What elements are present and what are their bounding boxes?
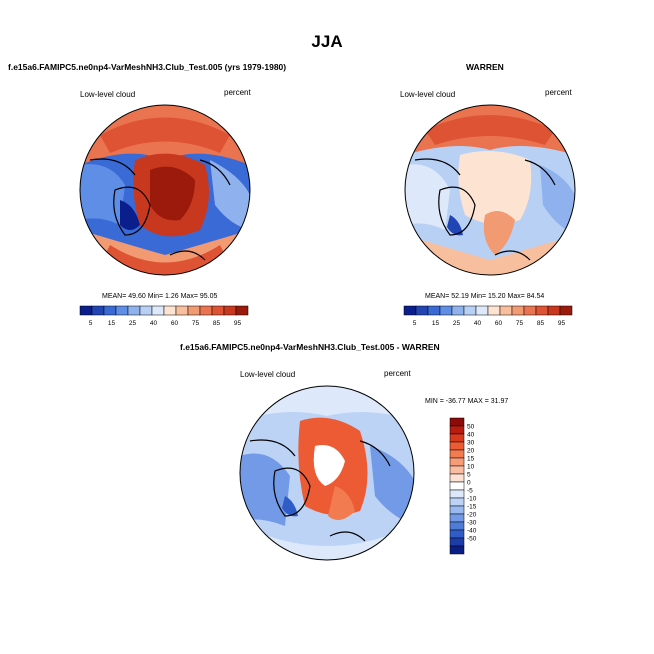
colorbar-tick-label: -20 bbox=[467, 512, 477, 519]
colorbar-swatch bbox=[163, 305, 177, 316]
test-polar-map bbox=[79, 104, 251, 276]
colorbar-tick-label: 85 bbox=[537, 320, 545, 327]
colorbar-tick-label: 75 bbox=[516, 320, 524, 327]
colorbar-swatch bbox=[449, 497, 465, 507]
colorbar-tick-label: 10 bbox=[467, 464, 475, 471]
colorbar-tick-label: 0 bbox=[467, 480, 471, 487]
colorbar-swatch bbox=[79, 305, 93, 316]
colorbar-swatch bbox=[449, 529, 465, 539]
colorbar-tick-label: -30 bbox=[467, 520, 477, 527]
colorbar-swatch bbox=[449, 433, 465, 443]
colorbar-tick-label: 95 bbox=[558, 320, 566, 327]
colorbar-swatch bbox=[535, 305, 549, 316]
colorbar-swatch bbox=[449, 505, 465, 515]
colorbar-swatch bbox=[449, 449, 465, 459]
colorbar-swatch bbox=[449, 513, 465, 523]
colorbar-swatch bbox=[475, 305, 489, 316]
colorbar-swatch bbox=[449, 425, 465, 435]
colorbar-swatch bbox=[463, 305, 477, 316]
colorbar-tick-label: 95 bbox=[234, 320, 242, 327]
page-title: JJA bbox=[311, 32, 343, 51]
colorbar-swatch bbox=[415, 305, 429, 316]
colorbar-swatch bbox=[403, 305, 417, 316]
colorbar-tick-label: 15 bbox=[467, 456, 475, 463]
colorbar-tick-label: 75 bbox=[192, 320, 200, 327]
colorbar-tick-label: -5 bbox=[467, 488, 473, 495]
colorbar-swatch bbox=[187, 305, 201, 316]
obs-variable-label: Low-level cloud bbox=[400, 90, 456, 99]
test-units-label: percent bbox=[224, 88, 251, 97]
colorbar-tick-label: -40 bbox=[467, 528, 477, 535]
colorbar-tick-label: 60 bbox=[171, 320, 179, 327]
colorbar-swatch bbox=[499, 305, 513, 316]
test-panel-title: f.e15a6.FAMIPC5.ne0np4-VarMeshNH3.Club_T… bbox=[8, 62, 287, 72]
colorbar-swatch bbox=[449, 545, 465, 555]
colorbar-swatch bbox=[151, 305, 165, 316]
colorbar-swatch bbox=[439, 305, 453, 316]
colorbar-tick-label: 5 bbox=[89, 320, 93, 327]
colorbar-swatch bbox=[449, 481, 465, 491]
colorbar-swatch bbox=[127, 305, 141, 316]
colorbar-tick-label: 20 bbox=[467, 448, 475, 455]
colorbar-tick-label: 15 bbox=[432, 320, 440, 327]
colorbar-tick-label: 5 bbox=[467, 472, 471, 479]
diff-minmax: MIN = -36.77 MAX = 31.97 bbox=[425, 398, 509, 405]
obs-units-label: percent bbox=[545, 88, 572, 97]
diff-units-label: percent bbox=[384, 369, 411, 378]
colorbar-tick-label: -15 bbox=[467, 504, 477, 511]
colorbar-swatch bbox=[449, 441, 465, 451]
obs-stats: MEAN= 52.19 Min= 15.20 Max= 84.54 bbox=[425, 293, 545, 300]
colorbar-swatch bbox=[223, 305, 237, 316]
colorbar-swatch bbox=[451, 305, 465, 316]
colorbar-tick-label: 15 bbox=[108, 320, 116, 327]
diff-variable-label: Low-level cloud bbox=[240, 370, 296, 379]
colorbar-swatch bbox=[235, 305, 249, 316]
colorbar-swatch bbox=[511, 305, 525, 316]
colorbar-tick-label: 50 bbox=[467, 424, 475, 431]
colorbar-swatch bbox=[103, 305, 117, 316]
colorbar-swatch bbox=[547, 305, 561, 316]
colorbar-swatch bbox=[559, 305, 573, 316]
colorbar-swatch bbox=[449, 457, 465, 467]
colorbar-swatch bbox=[211, 305, 225, 316]
colorbar-swatch bbox=[449, 465, 465, 475]
colorbar-swatch bbox=[449, 521, 465, 531]
colorbar-swatch bbox=[139, 305, 153, 316]
colorbar-swatch bbox=[523, 305, 537, 316]
colorbar-tick-label: 85 bbox=[213, 320, 221, 327]
obs-colorbar: 5 15 25 40 60 75 85 95 bbox=[403, 305, 573, 327]
colorbar-tick-label: 5 bbox=[413, 320, 417, 327]
obs-polar-map bbox=[404, 104, 576, 276]
colorbar-tick-label: 40 bbox=[467, 432, 475, 439]
colorbar-tick-label: 25 bbox=[129, 320, 137, 327]
colorbar-swatch bbox=[449, 537, 465, 547]
colorbar-tick-label: 25 bbox=[453, 320, 461, 327]
colorbar-swatch bbox=[449, 417, 465, 427]
colorbar-tick-label: -50 bbox=[467, 536, 477, 543]
test-colorbar: 5 15 25 40 60 75 85 95 bbox=[79, 305, 249, 327]
colorbar-tick-label: 40 bbox=[150, 320, 158, 327]
colorbar-swatch bbox=[449, 473, 465, 483]
diff-panel-title: f.e15a6.FAMIPC5.ne0np4-VarMeshNH3.Club_T… bbox=[180, 342, 440, 352]
test-variable-label: Low-level cloud bbox=[80, 90, 136, 99]
colorbar-swatch bbox=[91, 305, 105, 316]
colorbar-tick-label: 40 bbox=[474, 320, 482, 327]
colorbar-tick-label: 30 bbox=[467, 440, 475, 447]
colorbar-tick-label: 60 bbox=[495, 320, 503, 327]
colorbar-swatch bbox=[449, 489, 465, 499]
obs-panel-title: WARREN bbox=[466, 62, 504, 72]
colorbar-tick-label: -10 bbox=[467, 496, 477, 503]
colorbar-swatch bbox=[427, 305, 441, 316]
diff-polar-map bbox=[239, 385, 415, 561]
colorbar-swatch bbox=[199, 305, 213, 316]
test-stats: MEAN= 49.60 Min= 1.26 Max= 95.05 bbox=[102, 293, 218, 300]
colorbar-swatch bbox=[487, 305, 501, 316]
colorbar-swatch bbox=[115, 305, 129, 316]
colorbar-swatch bbox=[175, 305, 189, 316]
